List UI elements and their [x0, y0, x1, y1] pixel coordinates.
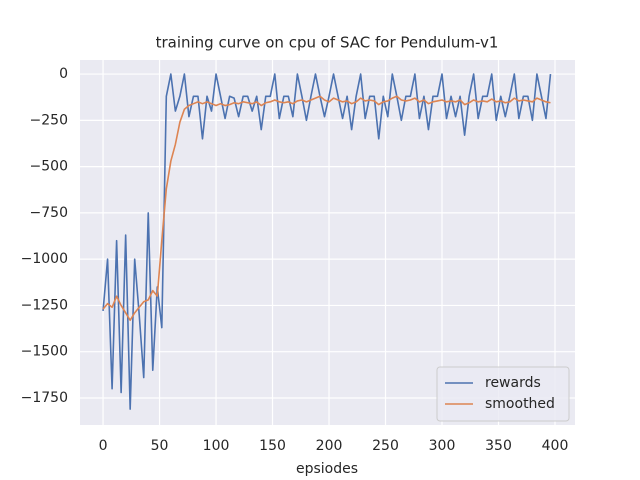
y-tick-label: −750	[30, 205, 68, 221]
x-tick-label: 200	[316, 438, 343, 454]
y-tick-label: −1250	[21, 297, 68, 313]
y-tick-label: −1500	[21, 344, 68, 360]
legend-box	[436, 366, 570, 422]
x-tick-label: 400	[542, 438, 569, 454]
legend-label: smoothed	[485, 396, 555, 412]
y-tick-label: −1000	[21, 251, 68, 267]
x-tick-label: 150	[259, 438, 286, 454]
line-series	[102, 95, 551, 322]
x-tick-label: 250	[372, 438, 399, 454]
legend: rewards smoothed	[436, 366, 570, 422]
line-series	[102, 73, 552, 410]
legend-label: rewards	[485, 375, 541, 391]
x-tick-label: 300	[429, 438, 456, 454]
x-tick-label: 0	[99, 438, 108, 454]
x-tick-label: 350	[485, 438, 512, 454]
chart-title: training curve on cpu of SAC for Pendulu…	[156, 34, 499, 52]
y-tick-label: −1750	[21, 390, 68, 406]
y-tick-label: −500	[30, 159, 68, 175]
y-tick-label: −250	[30, 112, 68, 128]
x-tick-label: 50	[151, 438, 169, 454]
x-tick-label: 100	[203, 438, 230, 454]
y-tick-label: 0	[59, 66, 68, 82]
x-axis-label: epsiodes	[296, 461, 358, 477]
